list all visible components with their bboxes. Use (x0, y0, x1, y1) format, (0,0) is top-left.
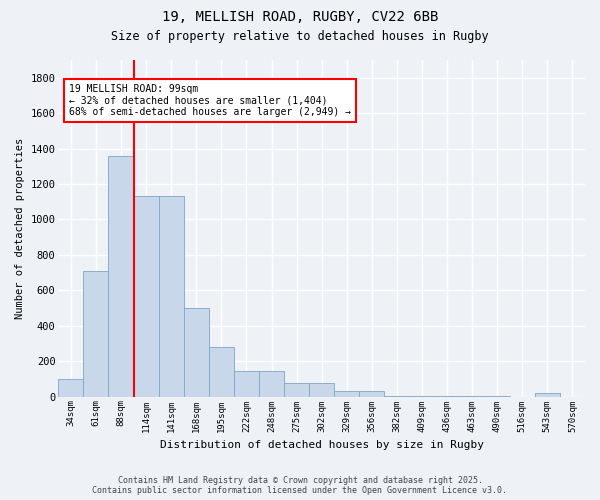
Bar (359, 392, 385, 396)
Bar (58, 379, 83, 396)
Bar (158, 196, 184, 396)
Bar (83, 271, 109, 396)
Text: 19, MELLISH ROAD, RUGBY, CV22 6BB: 19, MELLISH ROAD, RUGBY, CV22 6BB (162, 10, 438, 24)
Text: Size of property relative to detached houses in Rugby: Size of property relative to detached ho… (111, 30, 489, 43)
Text: 19 MELLISH ROAD: 99sqm
← 32% of detached houses are smaller (1,404)
68% of semi-: 19 MELLISH ROAD: 99sqm ← 32% of detached… (69, 84, 351, 117)
Bar (334, 392, 359, 396)
X-axis label: Distribution of detached houses by size in Rugby: Distribution of detached houses by size … (160, 440, 484, 450)
Bar (535, 393, 560, 396)
Bar (259, 371, 284, 396)
Bar (309, 384, 334, 396)
Bar (134, 196, 158, 396)
Bar (284, 384, 309, 396)
Y-axis label: Number of detached properties: Number of detached properties (15, 138, 25, 319)
Bar (184, 308, 209, 396)
Bar (209, 347, 234, 397)
Text: Contains HM Land Registry data © Crown copyright and database right 2025.
Contai: Contains HM Land Registry data © Crown c… (92, 476, 508, 495)
Bar (234, 371, 259, 396)
Bar (109, 156, 134, 396)
